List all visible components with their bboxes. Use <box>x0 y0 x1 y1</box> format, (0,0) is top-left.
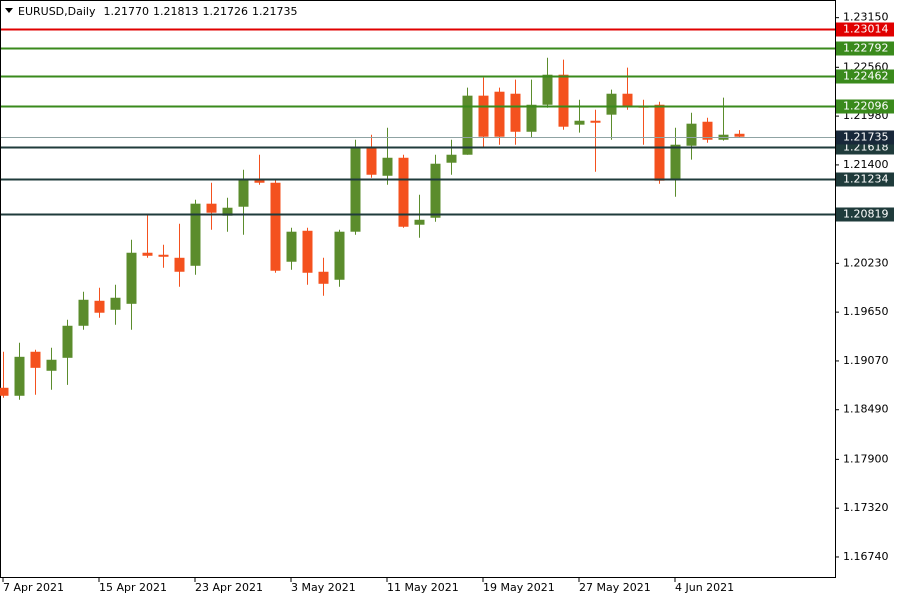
open-label: 1.21770 <box>103 5 149 18</box>
level-label: 1.20819 <box>843 208 889 221</box>
candle-body <box>254 179 265 183</box>
candle-body <box>366 146 377 175</box>
candle-body <box>414 219 425 225</box>
y-tick-label: 1.19650 <box>843 305 889 318</box>
candle-body <box>0 387 9 396</box>
candle-body <box>542 74 553 105</box>
level-label: 1.21234 <box>843 173 889 186</box>
x-tick-label: 7 Apr 2021 <box>3 581 64 594</box>
candle-body <box>430 163 441 218</box>
candle-body <box>382 157 393 176</box>
x-tick-label: 15 Apr 2021 <box>99 581 167 594</box>
y-tick-label: 1.19070 <box>843 354 889 367</box>
candle-body <box>590 120 601 123</box>
low-label: 1.21726 <box>202 5 248 18</box>
level-label-box <box>836 41 894 56</box>
candle-body <box>62 325 73 358</box>
candle-body <box>238 179 249 207</box>
menu-arrow[interactable] <box>5 8 13 13</box>
candle-body <box>462 95 473 155</box>
candle-body <box>158 254 169 257</box>
level-label: 1.22462 <box>843 70 889 83</box>
plot-frame <box>0 0 836 578</box>
x-tick-label: 27 May 2021 <box>579 581 651 594</box>
candle-body <box>558 74 569 127</box>
candle-body <box>318 271 329 284</box>
y-tick-label: 1.17320 <box>843 501 889 514</box>
x-tick-label: 4 Jun 2021 <box>675 581 734 594</box>
level-label-box <box>836 207 894 222</box>
candle-body <box>302 230 313 273</box>
price-label-box <box>836 130 894 145</box>
candle-body <box>334 231 345 280</box>
candle-body <box>78 299 89 326</box>
y-tick-label: 1.21400 <box>843 158 889 171</box>
candle-body <box>190 203 201 266</box>
close-label: 1.21735 <box>252 5 298 18</box>
level-label-box <box>836 22 894 37</box>
level-label-box <box>836 172 894 187</box>
y-tick-label: 1.20230 <box>843 256 889 269</box>
candle-body <box>734 133 745 137</box>
candle-body <box>494 91 505 137</box>
candle-body <box>270 182 281 271</box>
candle-body <box>174 257 185 272</box>
price-label: 1.21735 <box>843 131 889 144</box>
candle-body <box>606 93 617 115</box>
y-tick-label: 1.18490 <box>843 403 889 416</box>
level-label-box <box>836 69 894 84</box>
candle-body <box>350 146 361 232</box>
candle-body <box>478 95 489 137</box>
candle-body <box>142 252 153 256</box>
high-label: 1.21813 <box>153 5 199 18</box>
candle-body <box>574 120 585 125</box>
candle-body <box>398 157 409 227</box>
y-tick-label: 1.16740 <box>843 550 889 563</box>
candle-body <box>526 104 537 132</box>
candle-body <box>670 144 681 179</box>
level-label: 1.22096 <box>843 100 889 113</box>
candle-body <box>702 121 713 140</box>
y-tick-label: 1.23150 <box>843 11 889 24</box>
candle-body <box>30 351 41 368</box>
level-label: 1.23014 <box>843 23 889 36</box>
candle-body <box>510 93 521 132</box>
candle-body <box>94 300 105 313</box>
x-tick-label: 3 May 2021 <box>291 581 356 594</box>
candle-body <box>14 356 25 396</box>
candle-body <box>446 154 457 163</box>
candle-body <box>222 207 233 216</box>
candle-body <box>126 252 137 304</box>
candle-body <box>622 93 633 106</box>
symbol: EURUSD,Daily <box>18 5 96 18</box>
candle-body <box>286 231 297 262</box>
chart-header: EURUSD,Daily 1.21770 1.21813 1.21726 1.21735 <box>18 5 297 18</box>
candle-body <box>686 123 697 146</box>
candle-body <box>654 104 665 181</box>
y-tick-label: 1.17900 <box>843 452 889 465</box>
level-label-box <box>836 99 894 114</box>
candle-body <box>206 203 217 213</box>
x-tick-label: 11 May 2021 <box>387 581 459 594</box>
candle-body <box>46 359 57 371</box>
x-tick-label: 19 May 2021 <box>483 581 555 594</box>
candle-body <box>110 297 121 310</box>
level-label: 1.22792 <box>843 42 889 55</box>
x-tick-label: 23 Apr 2021 <box>195 581 263 594</box>
